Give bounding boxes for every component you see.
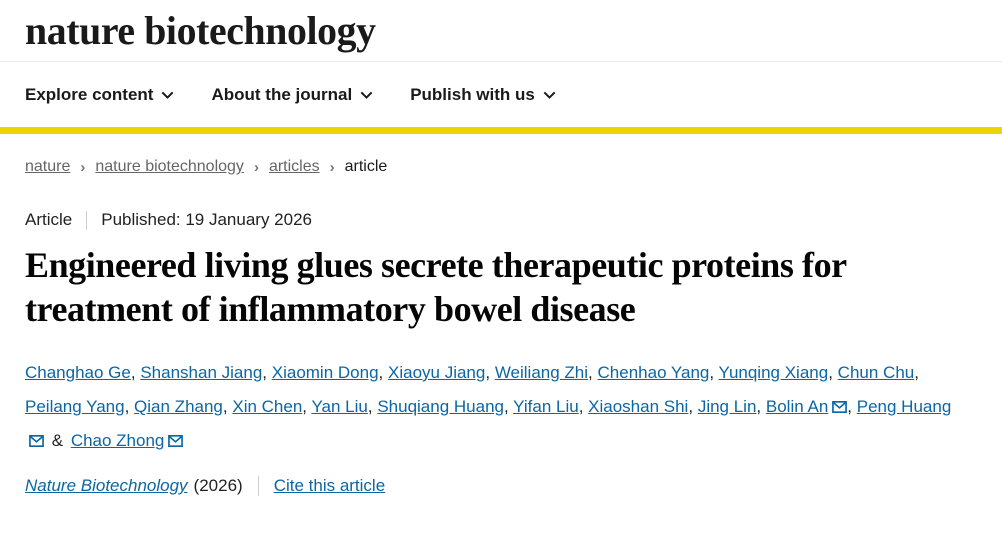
site-masthead: nature biotechnology xyxy=(0,0,1002,62)
meta-divider xyxy=(86,210,88,230)
chevron-down-icon xyxy=(360,89,373,102)
breadcrumb: nature › nature biotechnology › articles… xyxy=(0,134,1002,176)
breadcrumb-separator-icon: › xyxy=(253,158,259,176)
author-separator: , xyxy=(124,396,130,416)
author-link[interactable]: Shanshan Jiang xyxy=(140,362,263,382)
author-link[interactable]: Jing Lin xyxy=(697,396,757,416)
author-separator: , xyxy=(578,396,584,416)
author-separator: , xyxy=(756,396,762,416)
author-separator: , xyxy=(378,362,384,382)
author-link[interactable]: Xiaoshan Shi xyxy=(588,396,689,416)
author-link[interactable]: Weiliang Zhi xyxy=(494,362,589,382)
breadcrumb-separator-icon: › xyxy=(80,158,86,176)
author-link[interactable]: Peng Huang xyxy=(856,396,952,416)
cite-this-article-link[interactable]: Cite this article xyxy=(273,475,386,495)
author-link[interactable]: Peilang Yang xyxy=(25,396,125,416)
nav-item-label: Publish with us xyxy=(410,84,535,104)
author-link[interactable]: Changhao Ge xyxy=(25,362,131,382)
nav-item-label: Explore content xyxy=(25,84,154,104)
author-separator: , xyxy=(828,362,833,382)
author-link[interactable]: Chao Zhong xyxy=(70,430,165,450)
author-link[interactable]: Yifan Liu xyxy=(513,396,579,416)
author-separator: , xyxy=(709,362,715,382)
author-link[interactable]: Bolin An xyxy=(765,396,829,416)
author-link[interactable]: Yunqing Xiang xyxy=(718,362,829,382)
publication-date: Published: 19 January 2026 xyxy=(101,210,312,229)
author-separator: , xyxy=(588,362,593,382)
author-separator: , xyxy=(222,396,228,416)
author-separator: , xyxy=(485,362,491,382)
author-separator: , xyxy=(262,362,268,382)
journal-link[interactable]: Nature Biotechnology xyxy=(25,475,188,495)
nav-item-label: About the journal xyxy=(211,84,353,104)
chevron-down-icon xyxy=(543,89,556,102)
author-link[interactable]: Chun Chu xyxy=(837,362,915,382)
breadcrumb-separator-icon: › xyxy=(329,158,335,176)
author-list: Changhao Ge, Shanshan Jiang, Xiaomin Don… xyxy=(25,356,955,458)
citation-divider xyxy=(257,475,259,496)
author-separator: , xyxy=(847,396,853,416)
breadcrumb-item-nature[interactable]: nature xyxy=(25,158,71,175)
nav-item-explore-content[interactable]: Explore content xyxy=(25,85,174,105)
author-ampersand: & xyxy=(51,430,64,450)
mail-icon[interactable] xyxy=(29,434,44,447)
breadcrumb-item-article: article xyxy=(344,158,388,175)
author-separator: , xyxy=(302,396,308,416)
author-separator: , xyxy=(130,362,136,382)
author-separator: , xyxy=(914,362,919,382)
author-link[interactable]: Xiaoyu Jiang xyxy=(388,362,486,382)
author-link[interactable]: Xin Chen xyxy=(232,396,303,416)
citation-line: Nature Biotechnology (2026) Cite this ar… xyxy=(25,475,977,496)
article-meta: Article Published: 19 January 2026 xyxy=(25,210,1002,230)
author-separator: , xyxy=(688,396,694,416)
nav-item-publish-with-us[interactable]: Publish with us xyxy=(410,85,556,105)
nav-item-about-the-journal[interactable]: About the journal xyxy=(211,85,373,105)
author-link[interactable]: Qian Zhang xyxy=(134,396,223,416)
author-link[interactable]: Xiaomin Dong xyxy=(271,362,379,382)
brand-accent-rule xyxy=(0,127,1002,134)
author-link[interactable]: Shuqiang Huang xyxy=(377,396,504,416)
mail-icon[interactable] xyxy=(832,400,848,413)
main-navigation: Explore content About the journal Publis… xyxy=(0,62,1002,127)
breadcrumb-item-nature-biotechnology[interactable]: nature biotechnology xyxy=(95,158,244,175)
mail-icon[interactable] xyxy=(168,434,184,447)
publication-year: (2026) xyxy=(193,475,243,495)
breadcrumb-item-articles[interactable]: articles xyxy=(268,158,320,175)
chevron-down-icon xyxy=(161,89,174,102)
author-link[interactable]: Chenhao Yang xyxy=(597,362,710,382)
page-title: Engineered living glues secrete therapeu… xyxy=(25,245,847,329)
article-type: Article xyxy=(25,210,73,229)
journal-logo[interactable]: nature biotechnology xyxy=(25,7,376,53)
author-separator: , xyxy=(367,396,373,416)
author-link[interactable]: Yan Liu xyxy=(311,396,368,416)
author-separator: , xyxy=(504,396,509,416)
